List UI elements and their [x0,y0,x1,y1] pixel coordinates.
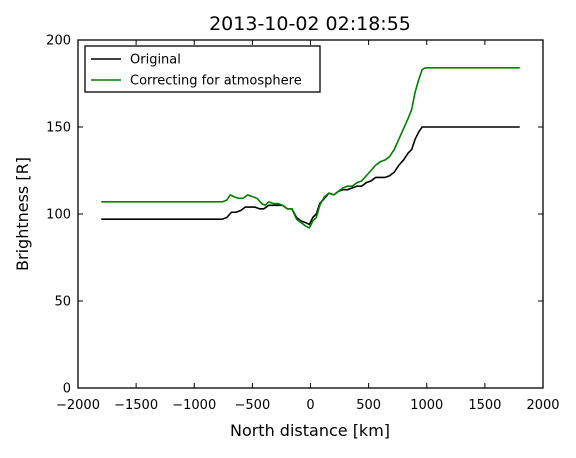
y-tick-label: 200 [46,34,71,49]
x-tick-label: 0 [306,398,314,413]
plot-frame [77,39,544,389]
y-tick-label: 150 [46,121,71,136]
x-tick-label: 2000 [526,398,559,413]
series-line-original [101,126,520,226]
x-tick-label: −1500 [114,398,158,413]
chart-title: 2013-10-02 02:18:55 [209,13,411,35]
plot-area: −2000 −1500 −1000 −500 0 500 1000 1500 2000 0 50 10… [46,34,559,414]
x-tick-label: −1000 [172,398,216,413]
x-axis-label: North distance [km] [230,421,390,440]
x-tick-label: 1500 [468,398,501,413]
y-axis-label: Brightness [R] [13,157,32,271]
x-tick-label: −2000 [56,398,100,413]
y-tick-label: 50 [54,295,71,310]
x-tick-label: 500 [356,398,381,413]
y-tick-label: 0 [63,382,71,397]
legend-label-original: Original [130,53,181,68]
x-tick-label: −500 [235,398,271,413]
y-tick-label: 100 [46,208,71,223]
series-line-corrected [101,67,520,229]
x-tick-label: 1000 [410,398,443,413]
legend-box [84,45,321,93]
legend-label-corrected: Correcting for atmosphere [130,74,302,89]
legend: Original Correcting for atmosphere [84,45,321,93]
